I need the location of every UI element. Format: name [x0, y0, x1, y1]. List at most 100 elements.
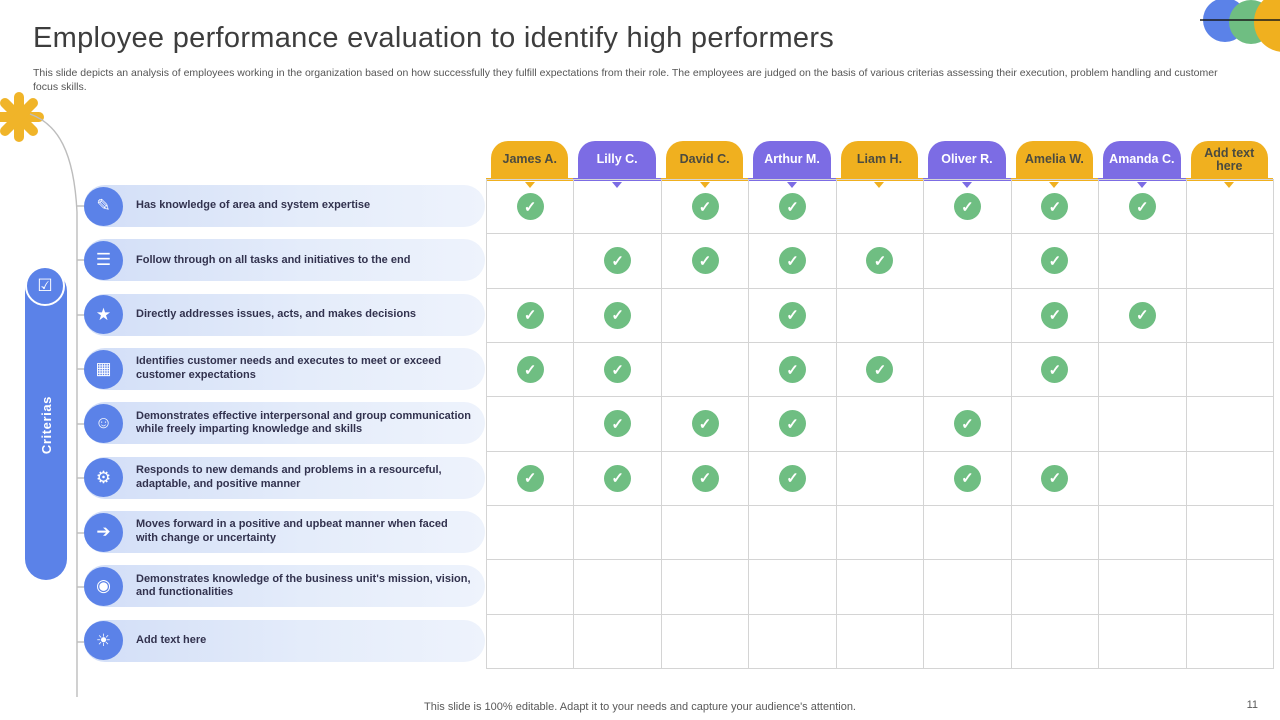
grid-cell-r9-c6[interactable] — [924, 614, 1012, 669]
grid-cell-r2-c7[interactable]: ✓ — [1011, 234, 1100, 289]
grid-cell-r4-c9[interactable] — [1186, 342, 1274, 398]
grid-cell-r1-c8[interactable]: ✓ — [1099, 180, 1187, 235]
grid-cell-r8-c3[interactable] — [661, 560, 750, 615]
grid-cell-r9-c8[interactable] — [1099, 614, 1187, 669]
grid-cell-r6-c5[interactable] — [836, 451, 925, 506]
grid-cell-r1-c1[interactable]: ✓ — [487, 180, 575, 235]
grid-cell-r6-c6[interactable]: ✓ — [924, 451, 1012, 506]
grid-cell-r9-c2[interactable] — [574, 614, 662, 669]
criteria-label: Add text here — [136, 633, 207, 646]
grid-cell-r5-c7[interactable] — [1011, 397, 1100, 452]
grid-cell-r3-c2[interactable]: ✓ — [574, 288, 662, 343]
grid-cell-r6-c4[interactable]: ✓ — [749, 451, 837, 506]
employee-tab[interactable]: Liam H. — [840, 141, 919, 179]
employee-tab[interactable]: Amelia W. — [1015, 141, 1094, 179]
grid-cell-r8-c1[interactable] — [487, 560, 575, 615]
grid-cell-r3-c9[interactable] — [1186, 288, 1274, 343]
grid-cell-r5-c8[interactable] — [1099, 397, 1187, 452]
criteria-item[interactable]: Has knowledge of area and system experti… — [84, 179, 485, 233]
criteria-item[interactable]: Follow through on all tasks and initiati… — [84, 233, 485, 287]
employee-tab[interactable]: Amanda C. — [1103, 141, 1181, 179]
grid-cell-r1-c7[interactable]: ✓ — [1011, 180, 1100, 235]
grid-cell-r1-c4[interactable]: ✓ — [749, 180, 837, 235]
grid-cell-r6-c9[interactable] — [1186, 451, 1274, 506]
grid-cell-r1-c5[interactable] — [836, 180, 925, 235]
grid-cell-r3-c4[interactable]: ✓ — [749, 288, 837, 343]
criteria-item[interactable]: Demonstrates knowledge of the business u… — [84, 559, 485, 613]
grid-cell-r2-c5[interactable]: ✓ — [836, 234, 925, 289]
grid-cell-r9-c5[interactable] — [836, 614, 925, 669]
grid-cell-r1-c2[interactable] — [574, 180, 662, 235]
grid-cell-r7-c1[interactable] — [487, 505, 575, 561]
grid-cell-r1-c3[interactable]: ✓ — [661, 180, 750, 235]
grid-cell-r6-c8[interactable] — [1099, 451, 1187, 506]
employee-tab[interactable]: Arthur M. — [753, 141, 831, 179]
grid-cell-r9-c9[interactable] — [1186, 614, 1274, 669]
grid-cell-r2-c6[interactable] — [924, 234, 1012, 289]
grid-cell-r7-c5[interactable] — [836, 505, 925, 561]
employee-tab[interactable]: James A. — [491, 141, 569, 179]
grid-cell-r7-c2[interactable] — [574, 505, 662, 561]
grid-cell-r9-c7[interactable] — [1011, 614, 1100, 669]
grid-cell-r6-c2[interactable]: ✓ — [574, 451, 662, 506]
grid-cell-r4-c6[interactable] — [924, 342, 1012, 398]
grid-cell-r8-c6[interactable] — [924, 560, 1012, 615]
grid-cell-r4-c5[interactable]: ✓ — [836, 342, 925, 398]
grid-cell-r8-c5[interactable] — [836, 560, 925, 615]
grid-cell-r5-c5[interactable] — [836, 397, 925, 452]
grid-cell-r7-c7[interactable] — [1011, 505, 1100, 561]
grid-cell-r5-c6[interactable]: ✓ — [924, 397, 1012, 452]
grid-cell-r4-c1[interactable]: ✓ — [487, 342, 575, 398]
criteria-item[interactable]: Responds to new demands and problems in … — [84, 451, 485, 505]
grid-cell-r3-c8[interactable]: ✓ — [1099, 288, 1187, 343]
grid-cell-r7-c4[interactable] — [749, 505, 837, 561]
grid-cell-r6-c3[interactable]: ✓ — [661, 451, 750, 506]
grid-cell-r4-c4[interactable]: ✓ — [749, 342, 837, 398]
grid-cell-r2-c2[interactable]: ✓ — [574, 234, 662, 289]
grid-cell-r5-c3[interactable]: ✓ — [661, 397, 750, 452]
grid-cell-r1-c6[interactable]: ✓ — [924, 180, 1012, 235]
grid-cell-r6-c1[interactable]: ✓ — [487, 451, 575, 506]
grid-cell-r3-c7[interactable]: ✓ — [1011, 288, 1100, 343]
grid-cell-r3-c3[interactable] — [661, 288, 750, 343]
grid-cell-r2-c9[interactable] — [1186, 234, 1274, 289]
employee-tab[interactable]: David C. — [665, 141, 744, 179]
grid-cell-r5-c4[interactable]: ✓ — [749, 397, 837, 452]
criteria-item[interactable]: Identifies customer needs and executes t… — [84, 342, 485, 396]
grid-cell-r1-c9[interactable] — [1186, 180, 1274, 235]
grid-cell-r3-c5[interactable] — [836, 288, 925, 343]
grid-cell-r8-c9[interactable] — [1186, 560, 1274, 615]
grid-cell-r4-c7[interactable]: ✓ — [1011, 342, 1100, 398]
grid-cell-r8-c4[interactable] — [749, 560, 837, 615]
employee-tab[interactable]: Add text here — [1190, 141, 1268, 179]
criteria-item[interactable]: Add text here ☀ — [84, 614, 485, 668]
grid-cell-r5-c9[interactable] — [1186, 397, 1274, 452]
grid-cell-r4-c2[interactable]: ✓ — [574, 342, 662, 398]
grid-cell-r6-c7[interactable]: ✓ — [1011, 451, 1100, 506]
grid-cell-r3-c6[interactable] — [924, 288, 1012, 343]
grid-cell-r2-c1[interactable] — [487, 234, 575, 289]
grid-cell-r2-c3[interactable]: ✓ — [661, 234, 750, 289]
criteria-item[interactable]: Moves forward in a positive and upbeat m… — [84, 505, 485, 559]
grid-cell-r5-c2[interactable]: ✓ — [574, 397, 662, 452]
grid-cell-r2-c4[interactable]: ✓ — [749, 234, 837, 289]
grid-cell-r3-c1[interactable]: ✓ — [487, 288, 575, 343]
grid-cell-r7-c9[interactable] — [1186, 505, 1274, 561]
grid-cell-r8-c7[interactable] — [1011, 560, 1100, 615]
grid-cell-r4-c8[interactable] — [1099, 342, 1187, 398]
employee-tab[interactable]: Lilly C. — [578, 141, 656, 179]
grid-cell-r9-c1[interactable] — [487, 614, 575, 669]
criteria-item[interactable]: Directly addresses issues, acts, and mak… — [84, 288, 485, 342]
grid-cell-r7-c8[interactable] — [1099, 505, 1187, 561]
grid-cell-r8-c2[interactable] — [574, 560, 662, 615]
grid-cell-r4-c3[interactable] — [661, 342, 750, 398]
grid-cell-r2-c8[interactable] — [1099, 234, 1187, 289]
grid-cell-r9-c4[interactable] — [749, 614, 837, 669]
grid-cell-r5-c1[interactable] — [487, 397, 575, 452]
grid-cell-r9-c3[interactable] — [661, 614, 750, 669]
employee-tab[interactable]: Oliver R. — [928, 141, 1006, 179]
grid-cell-r8-c8[interactable] — [1099, 560, 1187, 615]
grid-cell-r7-c6[interactable] — [924, 505, 1012, 561]
criteria-item[interactable]: Demonstrates effective interpersonal and… — [84, 396, 485, 450]
grid-cell-r7-c3[interactable] — [661, 505, 750, 561]
